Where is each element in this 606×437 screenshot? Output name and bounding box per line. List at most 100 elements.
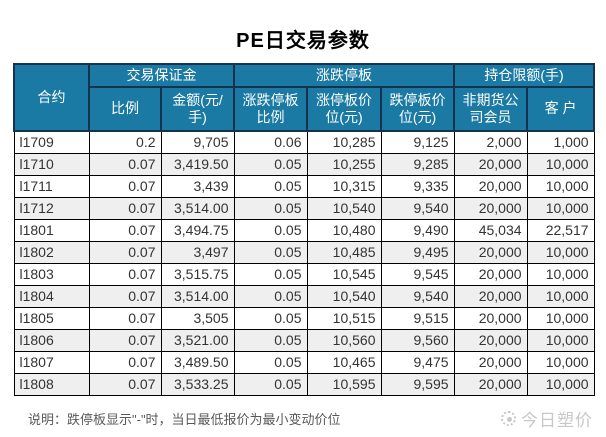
value-cell: 10,000 xyxy=(526,152,595,176)
table-row: l1808 0.07 3,533.25 0.05 10,595 9,595 20,000 10… xyxy=(13,372,595,396)
value-cell: 9,490 xyxy=(380,218,455,242)
value-cell: 10,285 xyxy=(306,130,382,154)
value-cell: 0.05 xyxy=(233,218,308,242)
value-cell: 9,335 xyxy=(380,174,455,198)
contract-cell: l1711 xyxy=(13,174,90,198)
header-limit-ratio: 涨跌停板比例 xyxy=(233,86,308,132)
value-cell: 3,514.00 xyxy=(160,196,235,220)
value-cell: 10,515 xyxy=(306,306,382,330)
value-cell: 3,514.00 xyxy=(160,284,235,308)
header-margin-ratio: 比例 xyxy=(88,86,162,132)
table-row: l1802 0.07 3,497 0.05 10,485 9,495 20,000 10,00… xyxy=(13,240,595,264)
value-cell: 3,489.50 xyxy=(160,350,235,374)
brand-text: 今日塑价 xyxy=(521,410,593,430)
value-cell: 20,000 xyxy=(453,306,528,330)
table-row: l1803 0.07 3,515.75 0.05 10,545 9,545 20,000 10… xyxy=(13,262,595,286)
value-cell: 0.07 xyxy=(88,306,162,330)
table-row: l1804 0.07 3,514.00 0.05 10,540 9,540 20,000 10… xyxy=(13,284,595,308)
header-group-margin: 交易保证金 xyxy=(88,63,235,88)
header-contract: 合约 xyxy=(13,63,90,132)
header-group-position-limit: 持仓限额(手) xyxy=(453,63,596,88)
value-cell: 9,705 xyxy=(160,130,235,154)
value-cell: 0.05 xyxy=(233,262,308,286)
contract-cell: l1709 xyxy=(13,130,90,154)
value-cell: 10,000 xyxy=(526,328,595,352)
value-cell: 20,000 xyxy=(453,152,528,176)
page-title: PE日交易参数 xyxy=(236,30,370,52)
value-cell: 20,000 xyxy=(453,196,528,220)
value-cell: 0.05 xyxy=(233,372,308,396)
header-margin-amount: 金额(元/手) xyxy=(160,86,235,132)
value-cell: 10,465 xyxy=(306,350,382,374)
value-cell: 0.05 xyxy=(233,152,308,176)
table-body: l1709 0.2 9,705 0.06 10,285 9,125 2,000 1,000 l1… xyxy=(13,130,595,396)
value-cell: 10,540 xyxy=(306,284,382,308)
value-cell: 2,000 xyxy=(453,130,528,154)
contract-cell: l1807 xyxy=(13,350,90,374)
value-cell: 22,517 xyxy=(526,218,595,242)
contract-cell: l1804 xyxy=(13,284,90,308)
value-cell: 0.07 xyxy=(88,262,162,286)
value-cell: 3,497 xyxy=(160,240,235,264)
value-cell: 10,540 xyxy=(306,196,382,220)
value-cell: 3,515.75 xyxy=(160,262,235,286)
table-row: l1711 0.07 3,439 0.05 10,315 9,335 20,000 10,00… xyxy=(13,174,595,198)
value-cell: 0.07 xyxy=(88,240,162,264)
value-cell: 45,034 xyxy=(453,218,528,242)
value-cell: 9,515 xyxy=(380,306,455,330)
value-cell: 10,000 xyxy=(526,196,595,220)
value-cell: 20,000 xyxy=(453,372,528,396)
value-cell: 10,595 xyxy=(306,372,382,396)
value-cell: 0.07 xyxy=(88,196,162,220)
contract-cell: l1801 xyxy=(13,218,90,242)
value-cell: 10,480 xyxy=(306,218,382,242)
value-cell: 0.07 xyxy=(88,328,162,352)
value-cell: 9,125 xyxy=(380,130,455,154)
value-cell: 9,475 xyxy=(380,350,455,374)
value-cell: 9,495 xyxy=(380,240,455,264)
value-cell: 10,000 xyxy=(526,372,595,396)
value-cell: 9,540 xyxy=(380,196,455,220)
value-cell: 3,505 xyxy=(160,306,235,330)
brand-watermark: 今日塑价 xyxy=(501,406,593,431)
value-cell: 10,000 xyxy=(526,174,595,198)
table-row: l1807 0.07 3,489.50 0.05 10,465 9,475 20,000 10… xyxy=(13,350,595,374)
contract-cell: l1803 xyxy=(13,262,90,286)
value-cell: 0.05 xyxy=(233,328,308,352)
table-row: l1805 0.07 3,505 0.05 10,515 9,515 20,000 10,00… xyxy=(13,306,595,330)
value-cell: 9,560 xyxy=(380,328,455,352)
value-cell: 3,533.25 xyxy=(160,372,235,396)
table-row: l1709 0.2 9,705 0.06 10,285 9,125 2,000 1,000 xyxy=(13,130,595,154)
value-cell: 0.05 xyxy=(233,240,308,264)
value-cell: 9,540 xyxy=(380,284,455,308)
value-cell: 0.06 xyxy=(233,130,308,154)
value-cell: 10,000 xyxy=(526,284,595,308)
value-cell: 3,494.75 xyxy=(160,218,235,242)
value-cell: 9,545 xyxy=(380,262,455,286)
header-upper-limit-price: 涨停板价位(元) xyxy=(306,86,382,132)
contract-cell: l1802 xyxy=(13,240,90,264)
header-group-price-limit: 涨跌停板 xyxy=(232,63,456,88)
footer: 说明：跌停板显示"-"时，当日最低报价为最小变动价位 今日塑价 xyxy=(0,406,606,431)
value-cell: 0.2 xyxy=(88,130,162,154)
brand-icon xyxy=(501,410,516,426)
value-cell: 0.05 xyxy=(233,350,308,374)
value-cell: 3,419.50 xyxy=(160,152,235,176)
value-cell: 20,000 xyxy=(453,262,528,286)
value-cell: 10,545 xyxy=(306,262,382,286)
value-cell: 0.07 xyxy=(88,218,162,242)
value-cell: 10,000 xyxy=(526,350,595,374)
value-cell: 20,000 xyxy=(453,350,528,374)
value-cell: 20,000 xyxy=(453,284,528,308)
footnote: 说明：跌停板显示"-"时，当日最低报价为最小变动价位 xyxy=(28,411,341,427)
value-cell: 10,000 xyxy=(526,306,595,330)
value-cell: 0.05 xyxy=(233,284,308,308)
header-non-futures-member: 非期货公司会员 xyxy=(453,86,529,132)
value-cell: 0.05 xyxy=(233,196,308,220)
table-row: l1801 0.07 3,494.75 0.05 10,480 9,490 45,034 22… xyxy=(13,218,595,242)
value-cell: 10,560 xyxy=(306,328,382,352)
header-group-row: 合约 交易保证金 涨跌停板 持仓限额(手) xyxy=(13,63,596,132)
value-cell: 0.05 xyxy=(233,306,308,330)
value-cell: 10,000 xyxy=(526,240,595,264)
